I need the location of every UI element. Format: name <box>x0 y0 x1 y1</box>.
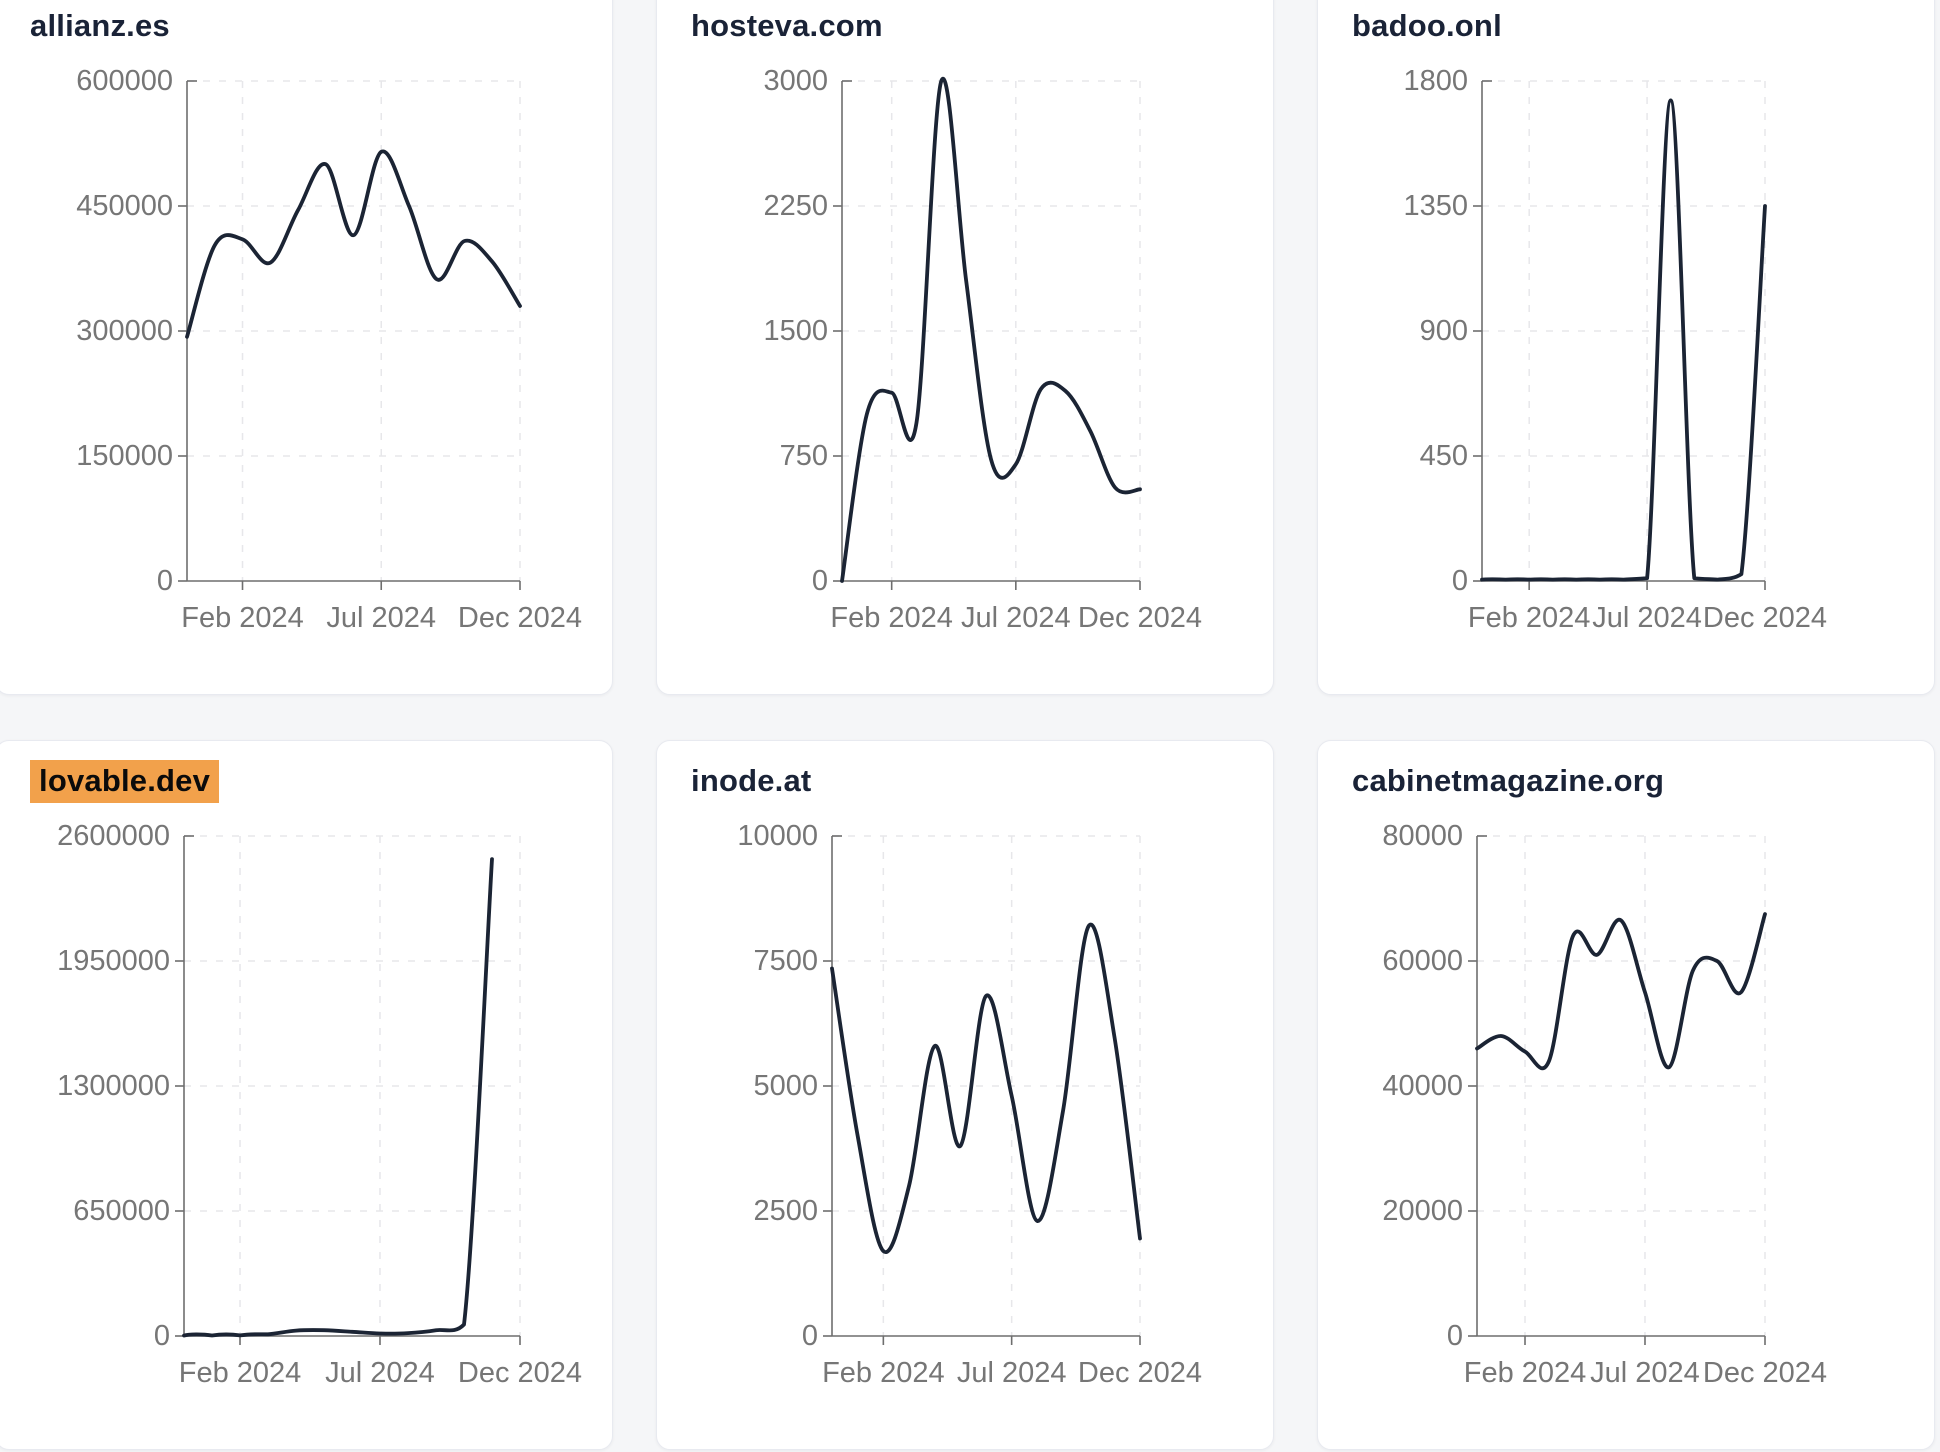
y-tick-label: 1800 <box>1403 65 1468 97</box>
chart-title-text: hosteva.com <box>691 8 883 43</box>
chart-card: allianz.es 0 150000 300000 450000 600000 Feb … <box>0 0 613 695</box>
x-tick-label: Dec 2024 <box>458 1357 582 1389</box>
x-tick-label: Dec 2024 <box>458 602 582 634</box>
y-tick-label: 0 <box>812 565 828 597</box>
y-tick-label: 750 <box>780 440 828 472</box>
y-tick-label: 0 <box>1452 565 1468 597</box>
chart-title-text: allianz.es <box>30 8 170 43</box>
y-tick-label: 10000 <box>737 820 818 852</box>
chart-card: hosteva.com 0 750 1500 2250 3000 Feb 2024 Jul … <box>656 0 1274 695</box>
chart-title-text: badoo.onl <box>1352 8 1502 43</box>
x-tick-label: Dec 2024 <box>1078 1357 1202 1389</box>
series-line <box>830 922 1142 1255</box>
y-tick-label: 3000 <box>763 65 828 97</box>
y-tick-label: 450 <box>1420 440 1468 472</box>
y-tick-label: 5000 <box>753 1070 818 1102</box>
y-tick-label: 1350 <box>1403 190 1468 222</box>
x-tick-label: Jul 2024 <box>957 1357 1067 1389</box>
series-line <box>1480 98 1767 582</box>
series-line <box>182 857 494 1338</box>
chart-title: cabinetmagazine.org <box>1352 763 1664 799</box>
x-tick-label: Jul 2024 <box>1592 602 1702 634</box>
y-tick-label: 0 <box>1447 1320 1463 1352</box>
chart-title: inode.at <box>691 763 811 799</box>
x-tick-label: Feb 2024 <box>179 1357 302 1389</box>
y-tick-label: 80000 <box>1382 820 1463 852</box>
chart-title: allianz.es <box>30 8 170 44</box>
series-line <box>185 149 522 339</box>
chart-card: badoo.onl 0 450 900 1350 1800 Feb 2024 Jul 202… <box>1317 0 1935 695</box>
y-tick-label: 2500 <box>753 1195 818 1227</box>
x-tick-label: Feb 2024 <box>1464 1357 1587 1389</box>
line-chart[interactable]: 0 650000 1300000 1950000 2600000 Feb 2024 Jul … <box>0 741 614 1451</box>
y-tick-label: 450000 <box>76 190 173 222</box>
y-tick-label: 2250 <box>763 190 828 222</box>
line-chart[interactable]: 0 20000 40000 60000 80000 Feb 2024 Jul 2024 Dec… <box>1318 741 1936 1451</box>
series-line <box>1475 912 1767 1071</box>
chart-title-text: inode.at <box>691 763 812 798</box>
chart-card: inode.at 0 2500 5000 7500 10000 Feb 2024 Jul 2… <box>656 740 1274 1450</box>
y-tick-label: 1950000 <box>57 945 170 977</box>
x-tick-label: Feb 2024 <box>830 602 953 634</box>
x-tick-label: Feb 2024 <box>822 1357 945 1389</box>
x-tick-label: Feb 2024 <box>1468 602 1591 634</box>
x-tick-label: Jul 2024 <box>326 602 436 634</box>
chart-title: hosteva.com <box>691 8 883 44</box>
y-tick-label: 600000 <box>76 65 173 97</box>
y-tick-label: 40000 <box>1382 1070 1463 1102</box>
y-tick-label: 300000 <box>76 315 173 347</box>
line-chart[interactable]: 0 150000 300000 450000 600000 Feb 2024 Jul 202… <box>0 0 614 696</box>
chart-card: cabinetmagazine.org 0 20000 40000 60000 8000… <box>1317 740 1935 1450</box>
series-line <box>840 76 1142 583</box>
x-tick-label: Dec 2024 <box>1703 602 1827 634</box>
x-tick-label: Feb 2024 <box>181 602 304 634</box>
line-chart[interactable]: 0 450 900 1350 1800 Feb 2024 Jul 2024 Dec 2024 <box>1318 0 1936 696</box>
y-tick-label: 20000 <box>1382 1195 1463 1227</box>
y-tick-label: 7500 <box>753 945 818 977</box>
chart-title-text: cabinetmagazine.org <box>1352 763 1665 798</box>
x-tick-label: Jul 2024 <box>325 1357 435 1389</box>
chart-title-text: lovable.dev <box>30 760 220 803</box>
y-tick-label: 0 <box>154 1320 170 1352</box>
y-tick-label: 0 <box>157 565 173 597</box>
x-tick-label: Jul 2024 <box>1590 1357 1700 1389</box>
y-tick-label: 0 <box>802 1320 818 1352</box>
x-tick-label: Dec 2024 <box>1078 602 1202 634</box>
line-chart[interactable]: 0 750 1500 2250 3000 Feb 2024 Jul 2024 Dec 2024 <box>657 0 1275 696</box>
y-tick-label: 1300000 <box>57 1070 170 1102</box>
chart-title: lovable.dev <box>30 760 220 803</box>
y-tick-label: 2600000 <box>57 820 170 852</box>
y-tick-label: 900 <box>1420 315 1468 347</box>
x-tick-label: Jul 2024 <box>961 602 1071 634</box>
y-tick-label: 1500 <box>763 315 828 347</box>
y-tick-label: 650000 <box>73 1195 170 1227</box>
line-chart[interactable]: 0 2500 5000 7500 10000 Feb 2024 Jul 2024 Dec 20… <box>657 741 1275 1451</box>
x-tick-label: Dec 2024 <box>1703 1357 1827 1389</box>
chart-title: badoo.onl <box>1352 8 1502 44</box>
chart-card: lovable.dev 0 650000 1300000 1950000 2600000… <box>0 740 613 1450</box>
y-tick-label: 60000 <box>1382 945 1463 977</box>
y-tick-label: 150000 <box>76 440 173 472</box>
